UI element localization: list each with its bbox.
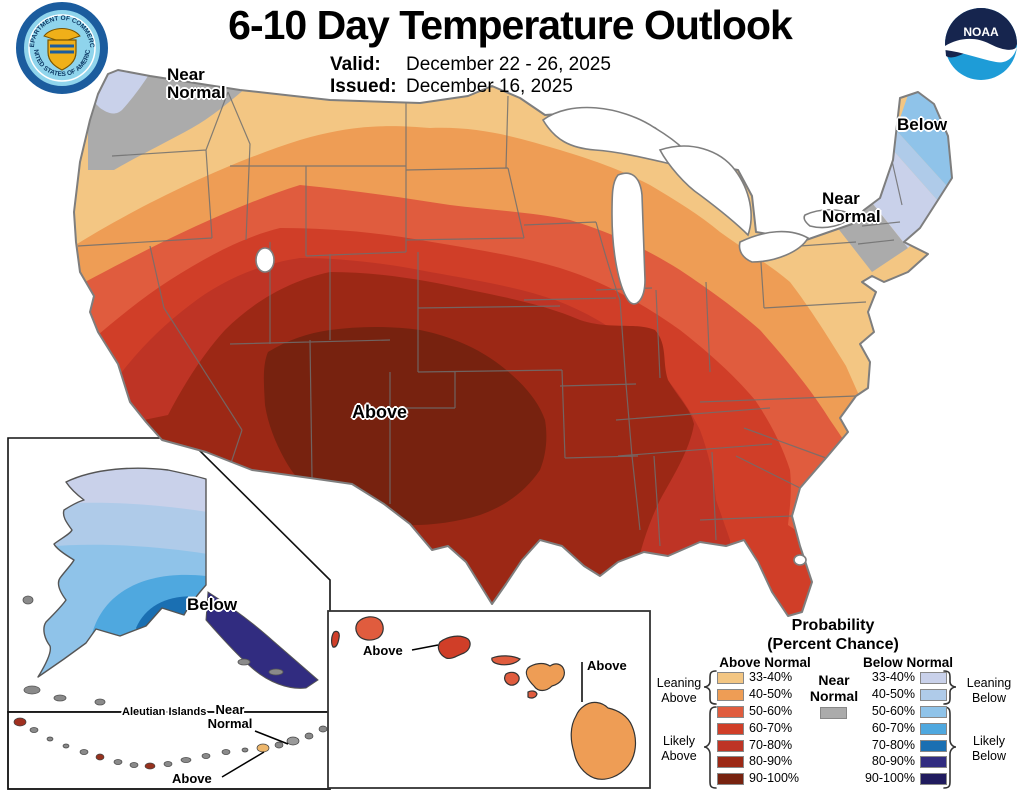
- label-northeast-near-normal: Near Normal: [822, 189, 881, 227]
- kauai: [355, 616, 384, 641]
- aleutian-inset-box: [7, 711, 331, 790]
- above-swatch-40-50: [717, 689, 744, 701]
- label-alaska-below: Below: [187, 595, 238, 614]
- above-range-3: 60-70%: [749, 721, 793, 735]
- label-hawaii-above-1: Above: [363, 643, 403, 658]
- label-northwest-near-normal: Near Normal: [167, 65, 226, 103]
- below-swatch-50-60: [920, 706, 947, 718]
- aleutian-above-island: [256, 743, 270, 753]
- legend-near-label-2: Normal: [809, 688, 859, 704]
- legend-below-header: Below Normal: [862, 655, 954, 670]
- legend-title: Probability (Percent Chance): [650, 616, 1016, 654]
- below-swatch-60-70: [920, 723, 947, 735]
- below-range-5: 80-90%: [871, 754, 915, 768]
- probability-legend: Probability (Percent Chance) Above Norma…: [650, 608, 1024, 791]
- great-lakes: [255, 106, 854, 566]
- below-swatch-80-90: [920, 756, 947, 768]
- legend-near-label-1: Near: [818, 672, 850, 688]
- label-hawaii-above-2: Above: [587, 658, 627, 673]
- big-island: [570, 701, 637, 780]
- above-range-6: 90-100%: [749, 771, 800, 785]
- alaska-panhandle: [205, 591, 319, 689]
- above-range-4: 70-80%: [749, 738, 793, 752]
- above-range-0: 33-40%: [749, 670, 793, 684]
- page-title: 6-10 Day Temperature Outlook: [228, 2, 793, 48]
- below-swatch-33-40: [920, 672, 947, 684]
- legend-title-line2: (Percent Chance): [767, 636, 899, 654]
- legend-leaning-below: Leaning Below: [966, 676, 1012, 705]
- niihau: [331, 630, 340, 648]
- alaska-small-islands: [22, 595, 284, 706]
- below-swatch-70-80: [920, 740, 947, 752]
- legend-title-line1: Probability: [791, 617, 875, 634]
- commerce-seal: DEPARTMENT OF COMMERCE UNITED STATES OF …: [0, 0, 108, 94]
- oahu: [437, 635, 471, 660]
- valid-label: Valid:: [330, 54, 381, 75]
- lanai: [504, 671, 520, 686]
- noaa-logo: NOAA: [945, 8, 1017, 80]
- above-range-1: 40-50%: [749, 687, 793, 701]
- issued-label: Issued:: [330, 76, 397, 97]
- legend-likely-below: Likely Below: [971, 734, 1007, 763]
- kahoolawe: [527, 690, 538, 699]
- below-range-0: 33-40%: [871, 670, 915, 684]
- above-swatch-90-100: [717, 773, 744, 785]
- above-swatch-33-40: [717, 672, 744, 684]
- aleutian-near-normal-island: [286, 736, 300, 746]
- below-range-2: 50-60%: [871, 704, 915, 718]
- great-salt-lake: [255, 247, 275, 273]
- above-swatch-60-70: [717, 723, 744, 735]
- legend-braces: [703, 670, 957, 789]
- noaa-logo-text: NOAA: [963, 25, 999, 39]
- below-range-1: 40-50%: [871, 687, 915, 701]
- issued-value: December 16, 2025: [406, 76, 573, 97]
- legend-likely-above: Likely Above: [661, 734, 697, 763]
- legend-above-header: Above Normal: [719, 655, 811, 670]
- lake-okeechobee: [793, 554, 807, 566]
- above-range-2: 50-60%: [749, 704, 793, 718]
- below-range-6: 90-100%: [864, 771, 915, 785]
- maui: [525, 662, 565, 692]
- hawaii-above-pointer-1: [411, 644, 439, 651]
- below-range-4: 70-80%: [871, 738, 915, 752]
- seal-shield-stripes: [50, 44, 74, 54]
- noaa-bird-swoosh: [945, 38, 1017, 63]
- label-conus-above: Above: [352, 402, 408, 422]
- valid-value: December 22 - 26, 2025: [406, 54, 611, 75]
- legend-leaning-above: Leaning Above: [656, 676, 702, 705]
- below-swatch-40-50: [920, 689, 947, 701]
- above-swatch-70-80: [717, 740, 744, 752]
- below-swatch-90-100: [920, 773, 947, 785]
- state-borders: [77, 91, 903, 547]
- valid-issued-block: Valid: December 22 - 26, 2025 Issued: Dece…: [330, 54, 611, 98]
- above-swatch-80-90: [717, 756, 744, 768]
- aleutian-islands-map: [13, 717, 328, 778]
- molokai: [491, 655, 521, 666]
- label-maine-below: Below: [897, 115, 948, 134]
- above-swatch-50-60: [717, 706, 744, 718]
- above-range-5: 80-90%: [749, 754, 793, 768]
- label-aleutian-above: Above: [172, 771, 212, 786]
- label-aleutian-near-normal: Near Normal: [207, 702, 253, 732]
- below-range-3: 60-70%: [871, 721, 915, 735]
- seal-eagle: [43, 28, 81, 43]
- hawaii-map: [331, 616, 637, 780]
- aleutian-near-normal-pointer: [254, 730, 289, 745]
- near-normal-swatch: [820, 707, 847, 719]
- aleutian-above-pointer: [221, 751, 265, 778]
- label-aleutian-islands: Aleutian Islands: [122, 706, 207, 718]
